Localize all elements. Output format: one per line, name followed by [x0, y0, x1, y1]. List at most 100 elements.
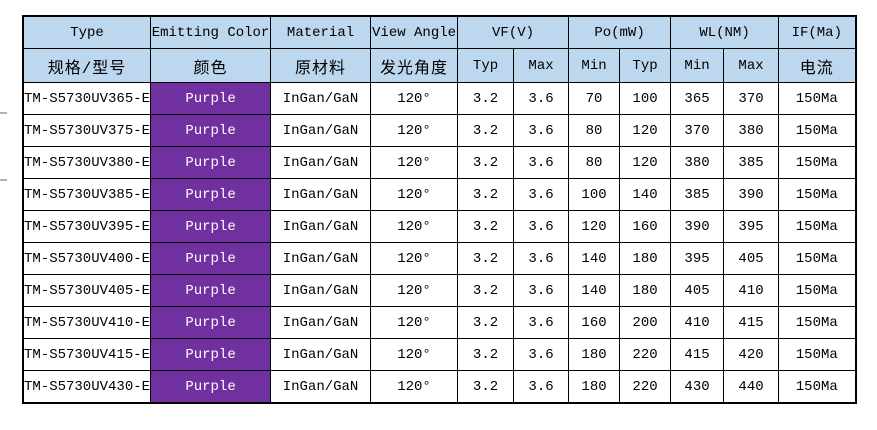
- cell-type: TM-S5730UV380-E: [22, 146, 152, 179]
- cell-po-typ: 140: [619, 178, 672, 211]
- table-row: TM-S5730UV430-E Purple InGan/GaN 120° 3.2 3.6…: [22, 370, 857, 404]
- cell-wl-min: 380: [670, 146, 725, 179]
- cell-color: Purple: [150, 146, 272, 179]
- cell-type: TM-S5730UV405-E: [22, 274, 152, 307]
- cell-po-typ: 120: [619, 114, 672, 147]
- cell-po-min: 160: [568, 306, 621, 339]
- cell-po-typ: 120: [619, 146, 672, 179]
- header-type: Type: [22, 15, 152, 49]
- cell-vf-typ: 3.2: [457, 146, 515, 179]
- header-row-cn: 规格/型号 颜色 原材料 发光角度 Typ Max Min Typ Min Ma…: [22, 48, 857, 83]
- cell-wl-min: 390: [670, 210, 725, 243]
- cell-if-current: 150Ma: [778, 210, 857, 243]
- cell-view-angle: 120°: [370, 114, 459, 147]
- cell-po-typ: 180: [619, 242, 672, 275]
- cell-vf-typ: 3.2: [457, 306, 515, 339]
- cell-material: InGan/GaN: [270, 274, 372, 307]
- cell-color: Purple: [150, 178, 272, 211]
- table-row: TM-S5730UV365-E Purple InGan/GaN 120° 3.2 3.6…: [22, 82, 857, 115]
- cell-if-current: 150Ma: [778, 242, 857, 275]
- cell-wl-max: 385: [723, 146, 780, 179]
- cell-wl-max: 395: [723, 210, 780, 243]
- cell-vf-typ: 3.2: [457, 338, 515, 371]
- cell-po-typ: 220: [619, 338, 672, 371]
- cell-wl-min: 410: [670, 306, 725, 339]
- left-edge-artifact: [0, 112, 7, 114]
- header-view-angle: View Angle: [370, 15, 459, 49]
- table-row: TM-S5730UV410-E Purple InGan/GaN 120° 3.2 3.6…: [22, 306, 857, 339]
- cell-wl-max: 420: [723, 338, 780, 371]
- header-po-typ: Typ: [619, 48, 672, 83]
- cell-color: Purple: [150, 370, 272, 404]
- cell-color: Purple: [150, 274, 272, 307]
- cell-material: InGan/GaN: [270, 82, 372, 115]
- cell-material: InGan/GaN: [270, 210, 372, 243]
- table-row: TM-S5730UV385-E Purple InGan/GaN 120° 3.2 3.6…: [22, 178, 857, 211]
- cell-vf-max: 3.6: [513, 242, 570, 275]
- header-material-cn: 原材料: [270, 48, 372, 83]
- cell-po-min: 180: [568, 338, 621, 371]
- table-row: TM-S5730UV405-E Purple InGan/GaN 120° 3.2 3.6…: [22, 274, 857, 307]
- header-vf-typ: Typ: [457, 48, 515, 83]
- cell-po-min: 80: [568, 114, 621, 147]
- header-po-min: Min: [568, 48, 621, 83]
- cell-vf-max: 3.6: [513, 146, 570, 179]
- cell-if-current: 150Ma: [778, 338, 857, 371]
- cell-view-angle: 120°: [370, 82, 459, 115]
- header-view-angle-cn: 发光角度: [370, 48, 459, 83]
- cell-wl-min: 405: [670, 274, 725, 307]
- cell-wl-max: 390: [723, 178, 780, 211]
- cell-material: InGan/GaN: [270, 370, 372, 404]
- cell-type: TM-S5730UV385-E: [22, 178, 152, 211]
- table-row: TM-S5730UV380-E Purple InGan/GaN 120° 3.2 3.6…: [22, 146, 857, 179]
- header-wl-max: Max: [723, 48, 780, 83]
- cell-vf-typ: 3.2: [457, 210, 515, 243]
- cell-wl-min: 385: [670, 178, 725, 211]
- cell-view-angle: 120°: [370, 210, 459, 243]
- cell-view-angle: 120°: [370, 274, 459, 307]
- cell-if-current: 150Ma: [778, 370, 857, 404]
- cell-material: InGan/GaN: [270, 242, 372, 275]
- left-edge-artifact: [0, 179, 7, 181]
- cell-vf-max: 3.6: [513, 114, 570, 147]
- cell-view-angle: 120°: [370, 178, 459, 211]
- cell-vf-typ: 3.2: [457, 370, 515, 404]
- cell-view-angle: 120°: [370, 338, 459, 371]
- cell-type: TM-S5730UV375-E: [22, 114, 152, 147]
- cell-material: InGan/GaN: [270, 306, 372, 339]
- header-row-en: Type Emitting Color Material View Angle …: [22, 15, 857, 49]
- cell-color: Purple: [150, 210, 272, 243]
- header-wl: WL(NM): [670, 15, 780, 49]
- cell-vf-max: 3.6: [513, 338, 570, 371]
- cell-po-typ: 180: [619, 274, 672, 307]
- cell-if-current: 150Ma: [778, 178, 857, 211]
- cell-color: Purple: [150, 114, 272, 147]
- cell-po-typ: 160: [619, 210, 672, 243]
- table-header: Type Emitting Color Material View Angle …: [22, 15, 857, 83]
- cell-if-current: 150Ma: [778, 82, 857, 115]
- cell-type: TM-S5730UV395-E: [22, 210, 152, 243]
- cell-po-min: 140: [568, 242, 621, 275]
- cell-wl-max: 405: [723, 242, 780, 275]
- cell-vf-max: 3.6: [513, 178, 570, 211]
- cell-if-current: 150Ma: [778, 146, 857, 179]
- header-po: Po(mW): [568, 15, 672, 49]
- header-color-cn: 颜色: [150, 48, 272, 83]
- cell-wl-max: 440: [723, 370, 780, 404]
- cell-po-min: 120: [568, 210, 621, 243]
- cell-vf-max: 3.6: [513, 274, 570, 307]
- cell-type: TM-S5730UV365-E: [22, 82, 152, 115]
- cell-material: InGan/GaN: [270, 146, 372, 179]
- cell-wl-min: 365: [670, 82, 725, 115]
- header-vf: VF(V): [457, 15, 570, 49]
- cell-if-current: 150Ma: [778, 306, 857, 339]
- cell-vf-typ: 3.2: [457, 114, 515, 147]
- led-spec-table: Type Emitting Color Material View Angle …: [22, 15, 857, 404]
- cell-wl-max: 380: [723, 114, 780, 147]
- cell-color: Purple: [150, 242, 272, 275]
- cell-po-typ: 220: [619, 370, 672, 404]
- cell-wl-max: 415: [723, 306, 780, 339]
- cell-type: TM-S5730UV400-E: [22, 242, 152, 275]
- cell-type: TM-S5730UV415-E: [22, 338, 152, 371]
- cell-vf-typ: 3.2: [457, 82, 515, 115]
